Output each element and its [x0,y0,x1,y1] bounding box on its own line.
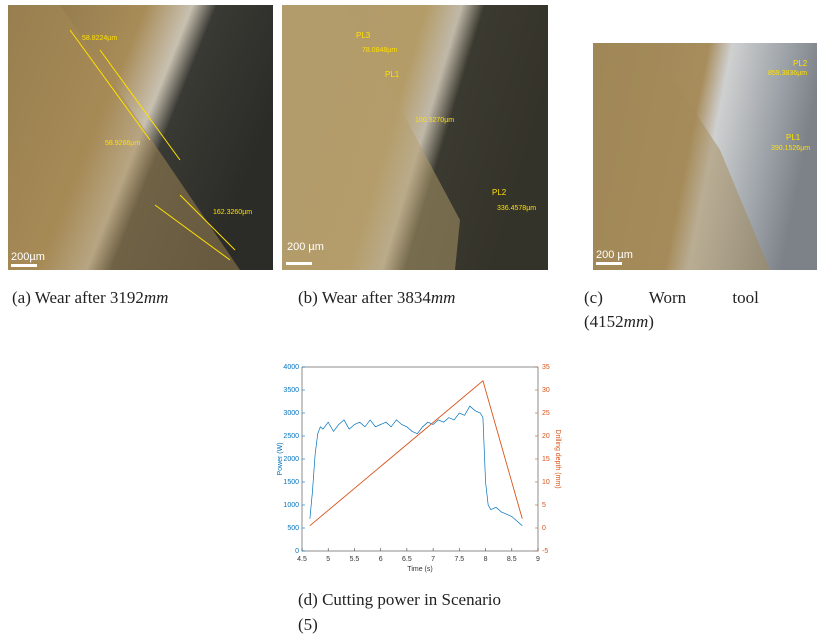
x-tick-label: 6.5 [402,556,412,563]
y-tick-label: 500 [287,525,299,532]
annotation: PL1 [385,70,400,79]
y-tick-label: 2000 [283,456,299,463]
annotation: PL2 [492,188,507,197]
scale-bar-label: 200µm [11,251,45,263]
plot-area [302,367,538,551]
x-axis-label: Time (s) [407,566,432,573]
caption: (c) Worn tool [584,288,759,307]
x-tick-label: 8 [484,556,488,563]
annotation: 859.3836µm [768,70,807,77]
y2-tick-label: 20 [542,433,550,440]
y2-tick-label: 15 [542,456,550,463]
y2-tick-label: 5 [542,502,546,509]
caption: (d) Cutting power in Scenario [298,590,501,609]
caption: (5) [298,615,318,634]
y2-tick-label: 35 [542,364,550,371]
y-tick-label: 0 [295,548,299,555]
scale-bar [596,262,622,265]
y-tick-label: 4000 [283,364,299,371]
x-tick-label: 4.5 [297,556,307,563]
y-tick-label: 3500 [283,387,299,394]
x-tick-label: 5.5 [350,556,360,563]
y2-tick-label: 10 [542,479,550,486]
annotation: 58.8224µm [82,35,117,42]
x-tick-label: 5 [326,556,330,563]
annotation: PL2 [793,59,808,68]
annotation: 336.4578µm [497,205,536,212]
y-axis-label: Power (W) [277,442,284,475]
annotation: 162.3260µm [213,209,252,216]
x-tick-label: 9 [536,556,540,563]
caption: (4152mm) [584,312,654,331]
scale-bar-label: 200 µm [596,249,633,261]
scale-bar-label: 200 µm [287,241,324,253]
caption: (b) Wear after 3834mm [298,288,455,307]
y2-axis-label: Drilling depth (mm) [554,429,561,488]
y2-tick-label: 25 [542,410,550,417]
micrograph-b: PL3 78.0848µm PL1 100.5270µm PL2 336.457… [282,5,548,270]
annotation: PL3 [356,31,371,40]
y-tick-label: 2500 [283,433,299,440]
figure-page: 58.8224µm 58.9266µm 162.3260µm 200µm PL3… [0,0,817,639]
y2-tick-label: 0 [542,525,546,532]
x-tick-label: 7.5 [454,556,464,563]
annotation: 78.0848µm [362,47,397,54]
annotation: 58.9266µm [105,140,140,147]
y-tick-label: 3000 [283,410,299,417]
annotation: 390.1526µm [771,145,810,152]
scale-bar [286,262,312,265]
micrograph-c: PL2 859.3836µm PL1 390.1526µm 200 µm [593,43,817,270]
y2-tick-label: -5 [542,548,548,555]
chart: 4.5 5 5.5 6 6.5 7 7.5 8 8.5 9 0 500 1000 1500 2000 2500… [277,364,561,573]
x-tick-label: 7 [431,556,435,563]
caption: (a) Wear after 3192mm [12,288,168,307]
micrograph-a: 58.8224µm 58.9266µm 162.3260µm 200µm [8,5,273,270]
y2-tick-label: 30 [542,387,550,394]
annotation: 100.5270µm [415,117,454,124]
y-tick-label: 1500 [283,479,299,486]
annotation: PL1 [786,133,801,142]
x-tick-label: 8.5 [507,556,517,563]
y-tick-label: 1000 [283,502,299,509]
scale-bar [11,264,37,267]
x-tick-label: 6 [379,556,383,563]
